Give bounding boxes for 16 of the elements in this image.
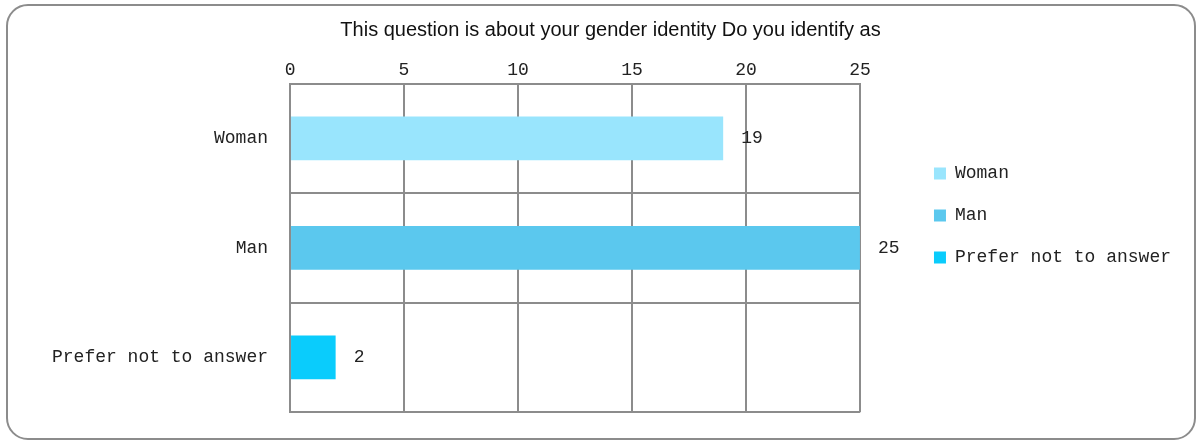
data-label: 2 [353, 347, 365, 368]
chart-title: This question is about your gender identity Do you identify as [340, 17, 881, 40]
x-tick-label: 20 [735, 59, 757, 80]
y-tick-label: Prefer not to answer [51, 347, 269, 368]
y-tick-label: Man [235, 237, 269, 258]
legend-label: Man [954, 205, 988, 226]
x-tick-label: 25 [849, 59, 871, 80]
x-tick-label: 0 [284, 59, 296, 80]
x-tick-label: 15 [621, 59, 643, 80]
legend-label: Woman [954, 163, 1009, 184]
y-tick-label: Woman [214, 128, 269, 149]
x-tick-label: 5 [398, 59, 410, 80]
legend-label: Prefer not to answer [954, 247, 1172, 268]
x-tick-label: 10 [507, 59, 529, 80]
data-label: 25 [877, 237, 900, 258]
data-label: 19 [741, 128, 763, 149]
